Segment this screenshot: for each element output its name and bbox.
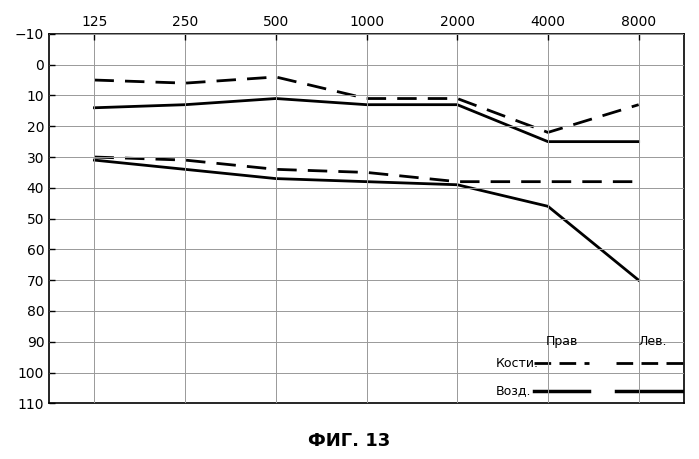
Text: Кости.: Кости. <box>496 357 538 370</box>
Text: Возд.: Возд. <box>496 385 531 397</box>
Text: Прав: Прав <box>545 335 578 348</box>
Text: ФИГ. 13: ФИГ. 13 <box>308 432 391 450</box>
Text: Лев.: Лев. <box>638 335 667 348</box>
